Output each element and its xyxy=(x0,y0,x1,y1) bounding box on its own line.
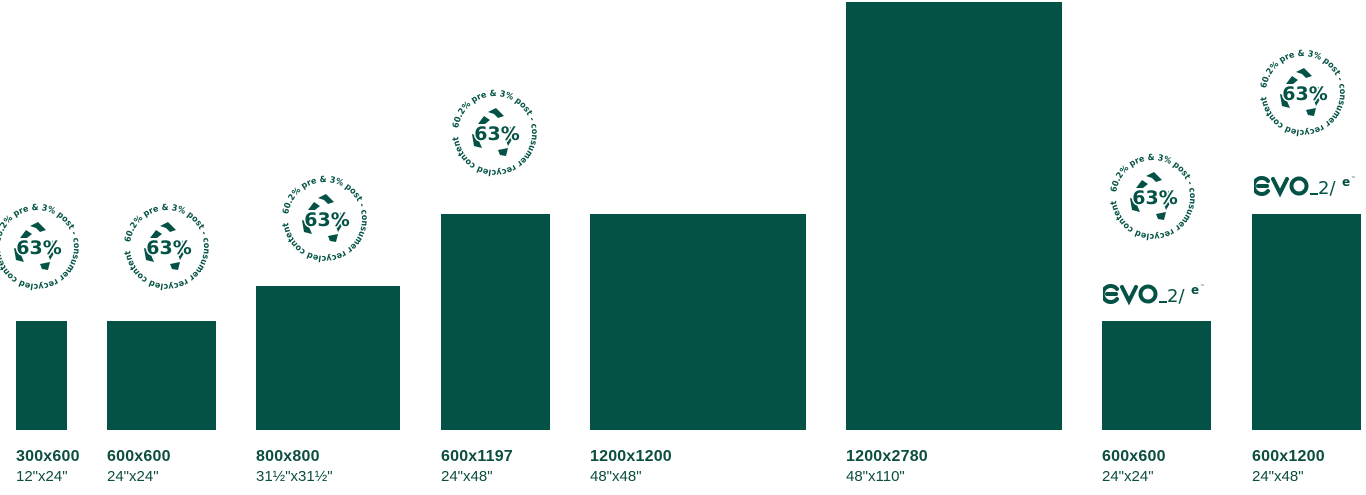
size-mm: 600x600 xyxy=(107,448,171,465)
size-mm: 1200x1200 xyxy=(590,448,672,465)
svg-text:63%: 63% xyxy=(304,209,349,231)
tile-600x600-evo xyxy=(1102,321,1211,430)
tile-1200x2780 xyxy=(846,2,1062,430)
recycled-content-badge: 60.2% pre & 3% post - consumer recycled … xyxy=(1256,46,1350,145)
size-mm: 800x800 xyxy=(256,448,320,465)
size-mm: 600x600 xyxy=(1102,448,1166,465)
size-inch: 12"x24" xyxy=(16,468,68,485)
recycled-content-badge: 60.2% pre & 3% post - consumer recycled … xyxy=(448,86,542,185)
tile-1200x1200 xyxy=(590,214,806,430)
svg-text:2/: 2/ xyxy=(1167,286,1185,306)
size-inch: 24"x24" xyxy=(1102,468,1154,485)
tile-600x600 xyxy=(107,321,216,430)
svg-text:™: ™ xyxy=(1351,176,1356,182)
size-mm: 600x1197 xyxy=(441,448,513,465)
size-inch: 31½"x31½" xyxy=(256,468,333,485)
recycle-icon xyxy=(472,108,514,156)
tile-label: 600x600 24"x24" xyxy=(107,447,171,486)
tile-600x1197 xyxy=(441,214,550,430)
tile-label: 600x600 24"x24" xyxy=(1102,447,1166,486)
size-inch: 24"x48" xyxy=(441,468,493,485)
svg-text:2/: 2/ xyxy=(1318,178,1336,198)
evo-2-e-logo: 2/ e ™ xyxy=(1251,172,1364,203)
recycled-content-badge: 60.2% pre & 3% post - consumer recycled … xyxy=(1106,150,1200,249)
svg-text:™: ™ xyxy=(1200,284,1205,290)
tile-label: 300x600 12"x24" xyxy=(16,447,80,486)
size-mm: 300x600 xyxy=(16,448,80,465)
size-inch: 48"x48" xyxy=(590,468,642,485)
recycle-icon xyxy=(302,194,344,242)
tile-800x800 xyxy=(256,286,400,430)
svg-text:63%: 63% xyxy=(474,123,519,145)
recycle-icon xyxy=(144,222,186,270)
tile-label: 800x800 31½"x31½" xyxy=(256,447,333,486)
recycle-icon xyxy=(1130,172,1172,220)
tile-label: 600x1197 24"x48" xyxy=(441,447,513,486)
svg-text:e: e xyxy=(1342,175,1350,189)
evo-2-e-logo: 2/ e ™ xyxy=(1100,280,1213,311)
recycle-icon xyxy=(1280,68,1322,116)
recycled-content-badge: 60.2% pre & 3% post - consumer recycled … xyxy=(120,200,214,299)
tile-label: 1200x2780 48"x110" xyxy=(846,447,928,486)
svg-text:63%: 63% xyxy=(146,237,191,259)
svg-text:63%: 63% xyxy=(1132,187,1177,209)
tile-label: 1200x1200 48"x48" xyxy=(590,447,672,486)
size-mm: 600x1200 xyxy=(1252,448,1325,465)
recycle-icon xyxy=(14,222,56,270)
recycled-content-badge: 60.2% pre & 3% post - consumer recycled … xyxy=(278,172,372,271)
svg-text:63%: 63% xyxy=(1282,83,1327,105)
size-inch: 24"x24" xyxy=(107,468,159,485)
svg-text:e: e xyxy=(1191,283,1199,297)
tile-600x1200-evo xyxy=(1252,214,1361,430)
tile-label: 600x1200 24"x48" xyxy=(1252,447,1325,486)
svg-text:63%: 63% xyxy=(16,237,61,259)
recycled-content-badge: 60.2% pre & 3% post - consumer recycled … xyxy=(0,200,84,299)
tile-300x600 xyxy=(16,321,67,430)
size-mm: 1200x2780 xyxy=(846,448,928,465)
size-inch: 48"x110" xyxy=(846,468,905,485)
size-inch: 24"x48" xyxy=(1252,468,1304,485)
